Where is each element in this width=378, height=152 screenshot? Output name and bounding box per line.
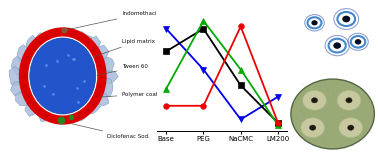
Polygon shape: [51, 108, 64, 124]
Polygon shape: [11, 82, 26, 96]
Polygon shape: [25, 97, 38, 116]
Polygon shape: [77, 31, 92, 49]
Ellipse shape: [310, 125, 316, 130]
Polygon shape: [9, 66, 22, 86]
Polygon shape: [87, 36, 101, 53]
Polygon shape: [35, 33, 51, 47]
Ellipse shape: [30, 38, 96, 114]
Ellipse shape: [339, 118, 363, 138]
Ellipse shape: [342, 16, 350, 22]
Polygon shape: [93, 45, 109, 61]
Text: Polymer coat: Polymer coat: [100, 92, 158, 97]
Polygon shape: [102, 57, 114, 71]
Polygon shape: [11, 56, 25, 76]
Polygon shape: [37, 104, 50, 122]
Polygon shape: [52, 29, 63, 45]
Polygon shape: [15, 91, 29, 106]
Ellipse shape: [348, 125, 354, 130]
Ellipse shape: [301, 118, 324, 138]
Ellipse shape: [355, 39, 361, 45]
Ellipse shape: [337, 90, 361, 110]
Text: Tween 60: Tween 60: [97, 64, 148, 75]
Ellipse shape: [19, 27, 107, 125]
Polygon shape: [102, 78, 113, 97]
Polygon shape: [87, 97, 101, 114]
Ellipse shape: [311, 20, 318, 25]
Ellipse shape: [291, 79, 374, 149]
Ellipse shape: [303, 90, 326, 110]
Ellipse shape: [28, 36, 97, 116]
Ellipse shape: [346, 98, 352, 103]
Text: Diclofenac Sod.: Diclofenac Sod.: [72, 124, 150, 139]
Polygon shape: [17, 45, 29, 64]
Ellipse shape: [333, 42, 341, 49]
Polygon shape: [95, 91, 109, 106]
Polygon shape: [63, 28, 77, 44]
Polygon shape: [26, 35, 38, 54]
Text: Indomethacin: Indomethacin: [67, 11, 160, 30]
Polygon shape: [76, 103, 88, 120]
Ellipse shape: [311, 98, 318, 103]
Polygon shape: [64, 109, 77, 122]
Text: Lipid matrix: Lipid matrix: [94, 39, 155, 57]
Polygon shape: [102, 70, 118, 83]
